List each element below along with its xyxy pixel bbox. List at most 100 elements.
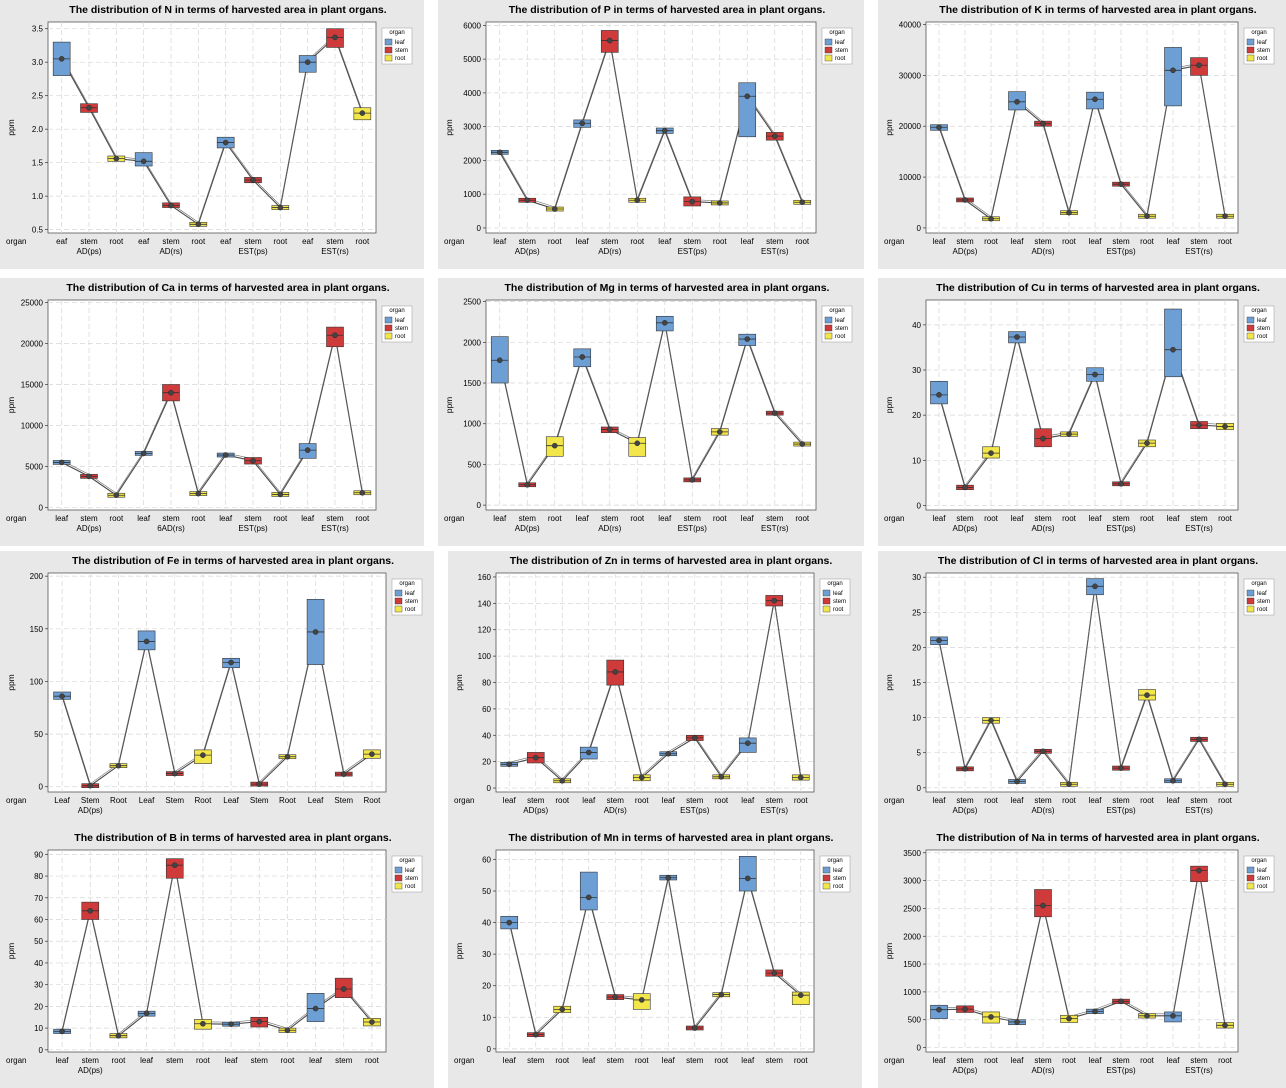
legend-swatch-root <box>1246 605 1255 613</box>
leaf-mean-point <box>936 1006 942 1013</box>
y-tick-label: 0 <box>917 501 922 510</box>
organ-tick-label: stem <box>601 514 619 523</box>
organ-tick-label: root <box>355 514 370 523</box>
group-label: AD(ps) <box>515 524 540 533</box>
leaf-mean-point <box>1170 346 1176 353</box>
legend-title: organ <box>389 30 404 36</box>
chart-title: The distribution of Mn in terms of harve… <box>509 832 834 844</box>
leaf-mean-point <box>222 139 229 146</box>
organ-tick-label: Root <box>279 796 297 805</box>
legend-swatch-root <box>394 882 403 890</box>
plot-area <box>47 572 387 793</box>
organ-tick-label: stem <box>956 514 974 523</box>
organ-tick-label: root <box>273 514 288 523</box>
y-tick-label: 20 <box>482 758 491 767</box>
y-tick-label: 2500 <box>463 298 481 307</box>
legend-swatch-stem <box>394 597 403 605</box>
root-mean-point <box>284 1027 291 1034</box>
y-tick-label: 0 <box>39 1046 44 1055</box>
leaf-mean-point <box>496 149 503 156</box>
stem-mean-point <box>606 426 613 433</box>
leaf-mean-point <box>1014 334 1020 340</box>
y-tick-label: 0 <box>39 504 44 513</box>
organ-tick-label: leaf <box>55 514 69 523</box>
leaf-mean-point <box>744 875 751 882</box>
y-tick-label: 15 <box>912 679 921 688</box>
y-tick-label: 3.0 <box>32 58 44 67</box>
organ-tick-label: root <box>794 796 809 805</box>
organ-tick-label: root <box>630 514 645 523</box>
leaf-mean-point <box>1170 1013 1176 1019</box>
x-row-label: organ <box>884 1056 904 1065</box>
y-tick-label: 2000 <box>463 338 481 347</box>
y-tick-label: 100 <box>478 652 492 661</box>
legend-swatch-root <box>1246 54 1255 62</box>
legend-label-root: root <box>835 334 846 340</box>
plot-area <box>485 21 817 234</box>
y-tick-label: 500 <box>468 460 482 469</box>
organ-tick-label: root <box>1218 514 1233 523</box>
legend-label-stem: stem <box>1257 326 1270 332</box>
legend-label-stem: stem <box>405 599 418 605</box>
legend-swatch-root <box>822 882 831 890</box>
legend-label-leaf: leaf <box>1257 318 1267 324</box>
organ-tick-label: leaf <box>137 514 151 523</box>
organ-tick-label: eaf <box>302 237 314 246</box>
x-row-label: organ <box>6 514 26 523</box>
legend-swatch-leaf <box>1246 38 1255 46</box>
stem-mean-point <box>612 669 619 675</box>
organ-tick-label: root <box>635 1056 650 1065</box>
x-row-label: organ <box>444 514 464 523</box>
organ-tick-label: root <box>795 514 810 523</box>
organ-tick-label: stem <box>162 237 180 246</box>
group-label: AD(rs) <box>598 247 621 256</box>
organ-tick-label: leaf <box>1089 796 1103 805</box>
legend-swatch-root <box>394 605 403 613</box>
organ-tick-label: Leaf <box>223 796 239 805</box>
legend-swatch-root <box>824 332 833 340</box>
stem-mean-point <box>1196 867 1202 874</box>
stem-mean-point <box>340 986 347 992</box>
y-axis-label: ppm <box>6 119 16 136</box>
legend-title: organ <box>1251 308 1266 314</box>
group-label: AD(ps) <box>953 524 978 533</box>
legend-label-stem: stem <box>835 48 848 54</box>
organ-tick-label: root <box>1140 796 1155 805</box>
stem-mean-point <box>168 389 174 396</box>
stem-mean-point <box>171 770 178 777</box>
legend-swatch-stem <box>1246 874 1255 882</box>
chart-panel-cu: The distribution of Cu in terms of harve… <box>878 278 1286 546</box>
root-box <box>628 437 647 457</box>
stem-mean-point <box>1118 181 1124 187</box>
organ-tick-label: leaf <box>582 1056 596 1065</box>
chart-svg: The distribution of P in terms of harves… <box>444 4 853 256</box>
organ-tick-label: leaf <box>576 514 590 523</box>
leaf-mean-point <box>228 659 234 666</box>
organ-tick-label: leaf <box>662 1056 676 1065</box>
root-mean-point <box>551 206 558 212</box>
leaf-mean-point <box>312 629 319 635</box>
stem-mean-point <box>250 457 256 464</box>
y-axis-label: ppm <box>6 397 16 414</box>
organ-tick-label: eaf <box>56 237 68 246</box>
organ-tick-label: root <box>548 514 563 523</box>
y-tick-label: 3000 <box>903 877 921 886</box>
leaf-mean-point <box>1014 99 1020 105</box>
organ-tick-label: leaf <box>576 237 590 246</box>
legend-label-root: root <box>1257 334 1268 340</box>
leaf-mean-point <box>936 637 942 644</box>
stem-mean-point <box>962 197 968 203</box>
legend-swatch-leaf <box>822 589 831 597</box>
organ-tick-label: root <box>984 514 999 523</box>
chart-title: The distribution of Cu in terms of harve… <box>936 282 1260 294</box>
y-tick-label: 5000 <box>463 55 481 64</box>
legend-box <box>821 27 853 65</box>
y-tick-label: 60 <box>34 916 43 925</box>
y-tick-label: 1000 <box>903 988 921 997</box>
organ-tick-label: leaf <box>56 1056 70 1065</box>
root-mean-point <box>115 1032 122 1039</box>
y-tick-label: 20 <box>482 982 491 991</box>
organ-tick-label: stem <box>527 1056 545 1065</box>
legend-swatch-stem <box>394 874 403 882</box>
stem-mean-point <box>689 477 696 483</box>
